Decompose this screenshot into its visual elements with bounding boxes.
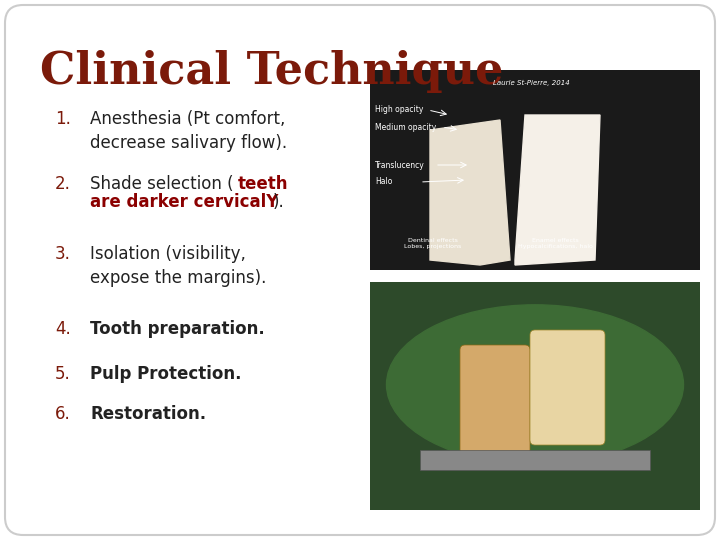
FancyBboxPatch shape xyxy=(530,330,605,445)
Text: Restoration.: Restoration. xyxy=(90,405,206,423)
FancyBboxPatch shape xyxy=(5,5,715,535)
Text: Shade selection (: Shade selection ( xyxy=(90,175,233,193)
Text: are darker cervicalY: are darker cervicalY xyxy=(90,193,279,211)
FancyBboxPatch shape xyxy=(460,345,530,455)
Text: Anesthesia (Pt comfort,
decrease salivary flow).: Anesthesia (Pt comfort, decrease salivar… xyxy=(90,110,287,152)
Text: ).: ). xyxy=(273,193,284,211)
Text: Halo: Halo xyxy=(375,178,392,186)
Text: 4.: 4. xyxy=(55,320,71,338)
Polygon shape xyxy=(430,120,510,265)
Text: Isolation (visibility,
expose the margins).: Isolation (visibility, expose the margin… xyxy=(90,245,266,287)
Text: teeth: teeth xyxy=(238,175,289,193)
Text: 6.: 6. xyxy=(55,405,71,423)
Text: Medium opacity: Medium opacity xyxy=(375,123,436,132)
Text: Translucency: Translucency xyxy=(375,160,425,170)
Text: Dentinal effects
Lobes, projections: Dentinal effects Lobes, projections xyxy=(405,238,462,249)
Text: High opacity: High opacity xyxy=(375,105,423,114)
Text: Clinical Technique: Clinical Technique xyxy=(40,50,503,93)
FancyBboxPatch shape xyxy=(370,70,700,270)
Text: 3.: 3. xyxy=(55,245,71,263)
Polygon shape xyxy=(515,115,600,265)
Ellipse shape xyxy=(387,305,683,464)
Text: Enamel effects
Hypocalcifications, halo: Enamel effects Hypocalcifications, halo xyxy=(518,238,593,249)
FancyBboxPatch shape xyxy=(370,282,700,510)
Text: 1.: 1. xyxy=(55,110,71,128)
Text: Tooth preparation.: Tooth preparation. xyxy=(90,320,265,338)
Text: Laurie St-Pierre, 2014: Laurie St-Pierre, 2014 xyxy=(493,80,570,86)
Text: 2.: 2. xyxy=(55,175,71,193)
Text: Pulp Protection.: Pulp Protection. xyxy=(90,365,241,383)
Text: 5.: 5. xyxy=(55,365,71,383)
FancyBboxPatch shape xyxy=(420,450,650,470)
